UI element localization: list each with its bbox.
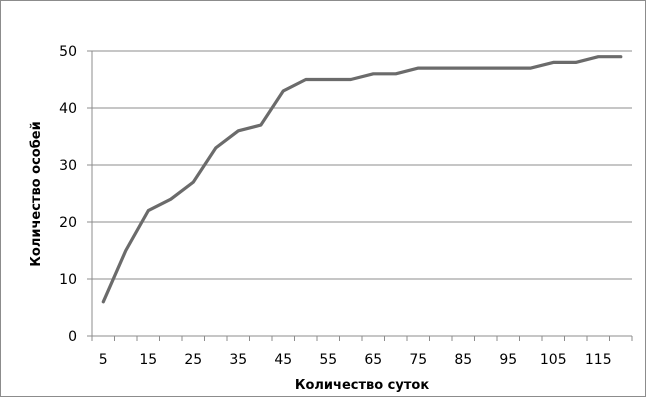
y-tick-label: 10 [59, 272, 77, 288]
x-tick-label: 115 [585, 352, 612, 368]
x-tick-label: 45 [274, 352, 292, 368]
x-tick-label: 35 [229, 352, 247, 368]
data-point [372, 73, 374, 75]
y-tick-label: 40 [59, 101, 77, 117]
data-point [462, 67, 464, 69]
data-point [350, 78, 352, 80]
grid-layer [92, 50, 632, 280]
data-point [327, 78, 329, 80]
x-tick-label: 65 [364, 352, 382, 368]
data-point [260, 124, 262, 126]
y-tick-label: 0 [68, 329, 77, 345]
x-tick-label: 95 [499, 352, 517, 368]
x-tick-label: 75 [409, 352, 427, 368]
data-point [170, 198, 172, 200]
y-tick-label: 50 [59, 44, 77, 60]
data-point [620, 56, 622, 58]
data-point [552, 61, 554, 63]
series-line-0 [101, 55, 623, 304]
series-layer [101, 55, 623, 304]
x-axis-title: Количество суток [295, 378, 429, 393]
data-point [125, 249, 127, 251]
x-tick-label: 55 [319, 352, 337, 368]
data-point [147, 209, 149, 211]
x-tick-label: 105 [540, 352, 567, 368]
data-point [417, 67, 419, 69]
tick-labels: 0 10 20 30 40 50 5 15 25 35 45 55 65 75 85 95 105 115 [59, 44, 611, 368]
data-point [282, 90, 284, 92]
data-point [530, 67, 532, 69]
data-point [215, 147, 217, 149]
data-point [192, 181, 194, 183]
data-point [597, 56, 599, 58]
data-point [507, 67, 509, 69]
x-tick-label: 5 [99, 352, 108, 368]
x-tick-label: 15 [139, 352, 157, 368]
data-point [575, 61, 577, 63]
x-tick-label: 85 [454, 352, 472, 368]
y-tick-label: 20 [59, 215, 77, 231]
data-point [440, 67, 442, 69]
data-point [395, 73, 397, 75]
data-point [305, 78, 307, 80]
data-point [485, 67, 487, 69]
axis-layer [87, 50, 633, 341]
y-axis-title: Количество особей [29, 121, 44, 266]
data-point [237, 130, 239, 132]
y-tick-label: 30 [59, 158, 77, 174]
x-tick-label: 25 [184, 352, 202, 368]
data-point [102, 301, 104, 303]
